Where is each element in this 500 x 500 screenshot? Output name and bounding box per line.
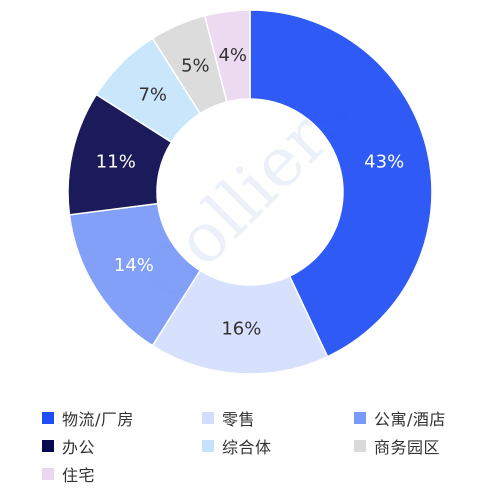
legend-label: 办公 [62, 438, 96, 457]
data-label-3: 14% [114, 255, 154, 276]
donut-slice-1 [249, 9, 433, 358]
legend-swatch [354, 440, 366, 452]
legend-swatch [202, 412, 214, 424]
legend-item-7: 住宅 [42, 463, 202, 485]
legend: 物流/厂房 零售 公寓/酒店办公 综合体 商务园区住宅 [42, 407, 482, 485]
legend-swatch [202, 440, 214, 452]
donut-chart: Colliers 43%16%14%11%7%5% 4% [67, 9, 433, 375]
data-label-7: 4% [218, 45, 247, 66]
legend-label: 零售 [222, 410, 256, 429]
legend-item-4: 办公 [42, 435, 202, 457]
legend-item-6: 商务园区 [354, 435, 482, 457]
legend-label: 综合体 [222, 438, 272, 457]
donut-slice-2 [151, 269, 329, 375]
legend-swatch [42, 468, 54, 480]
donut-data-labels: 43% 16% 14% 11% 7% 5% 4% [96, 45, 404, 340]
legend-item-2: 零售 [202, 407, 354, 429]
legend-item-1: 物流/厂房 [42, 407, 202, 429]
data-label-4: 11% [96, 152, 136, 173]
legend-swatch [354, 412, 366, 424]
data-label-6: 5% [181, 55, 210, 76]
legend-item-3: 公寓/酒店 [354, 407, 482, 429]
donut-slices [67, 9, 433, 375]
legend-label: 公寓/酒店 [374, 410, 446, 429]
legend-label: 住宅 [62, 466, 96, 485]
data-label-1: 43% [364, 152, 404, 173]
legend-item-5: 综合体 [202, 435, 354, 457]
legend-label: 商务园区 [374, 438, 441, 457]
donut-slice-7 [203, 9, 251, 103]
legend-label: 物流/厂房 [62, 410, 134, 429]
data-label-5: 7% [138, 84, 167, 105]
legend-swatch [42, 412, 54, 424]
data-label-2: 16% [221, 319, 261, 340]
legend-swatch [42, 440, 54, 452]
